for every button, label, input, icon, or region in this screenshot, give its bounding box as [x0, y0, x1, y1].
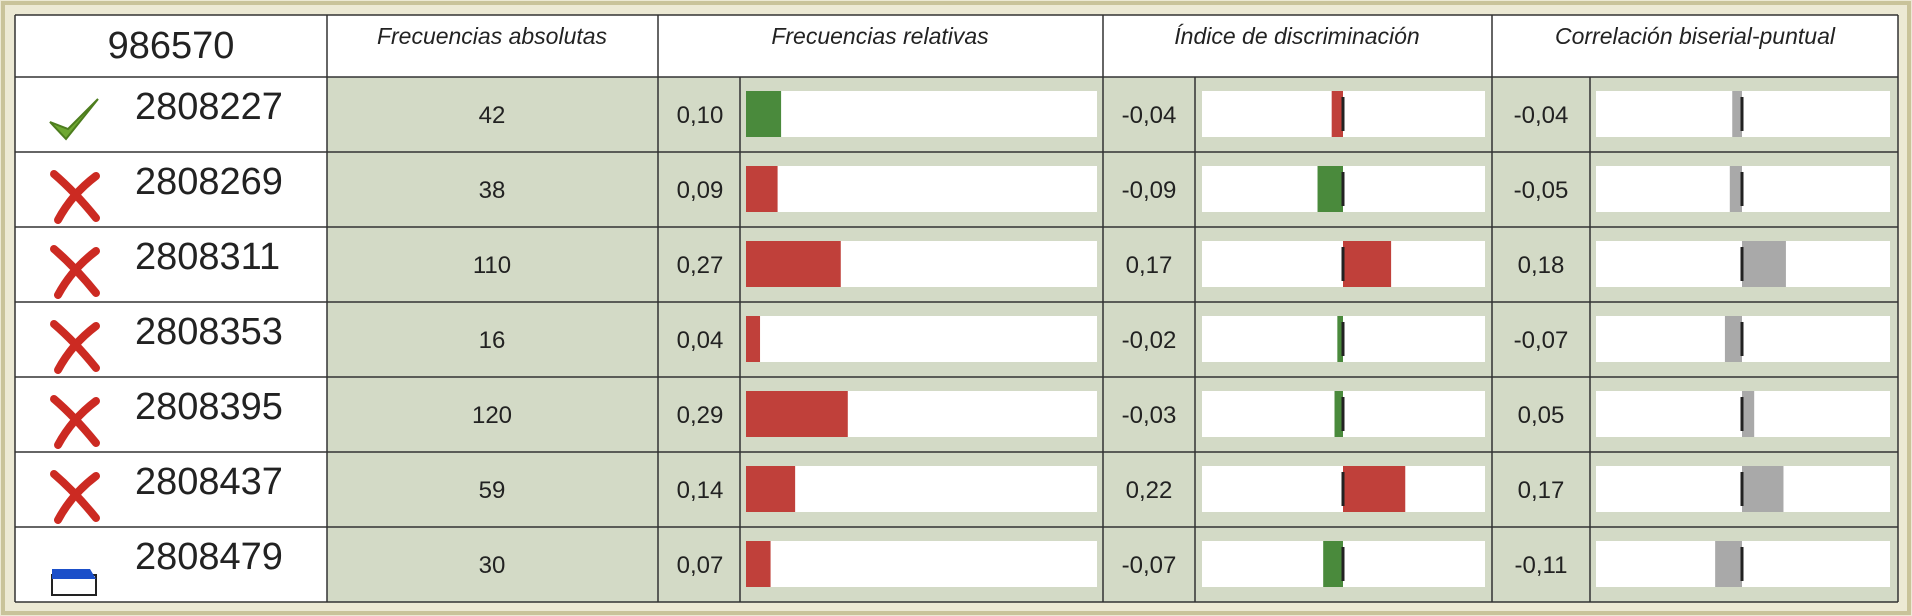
- bar-track: [746, 316, 1097, 362]
- cross-icon: [54, 247, 100, 299]
- bar-track: [746, 91, 1097, 137]
- discrimination-index: -0,04: [1122, 102, 1177, 129]
- header-bg: [15, 15, 1898, 77]
- cross-icon: [54, 472, 100, 524]
- bar: [1343, 466, 1406, 512]
- relative-frequency: 0,09: [677, 177, 724, 204]
- point-biserial-correlation: 0,17: [1518, 477, 1565, 504]
- bar: [1729, 166, 1742, 212]
- bar-track: [746, 166, 1097, 212]
- relative-frequency: 0,07: [677, 552, 724, 579]
- bar: [1343, 241, 1392, 287]
- bar: [1742, 241, 1786, 287]
- bar: [746, 241, 841, 287]
- relative-frequency: 0,04: [677, 327, 724, 354]
- column-header: Frecuencias absolutas: [377, 23, 608, 49]
- discrimination-index: -0,09: [1122, 177, 1177, 204]
- relative-frequency: 0,10: [677, 102, 724, 129]
- bar: [1317, 166, 1343, 212]
- answer-id: 2808437: [135, 461, 283, 503]
- absolute-frequency: 42: [479, 102, 506, 129]
- discrimination-index: 0,22: [1126, 477, 1173, 504]
- bar: [746, 91, 782, 137]
- relative-frequency: 0,27: [677, 252, 724, 279]
- point-biserial-correlation: -0,11: [1515, 552, 1568, 579]
- cross-icon: [54, 322, 100, 374]
- answer-id: 2808269: [135, 161, 283, 203]
- absolute-frequency: 30: [479, 552, 506, 579]
- column-header: Correlación biserial-puntual: [1555, 23, 1836, 49]
- bar: [1742, 391, 1755, 437]
- point-biserial-correlation: -0,05: [1514, 177, 1569, 204]
- bar-track: [746, 466, 1097, 512]
- absolute-frequency: 16: [479, 327, 506, 354]
- bar-track: [746, 541, 1097, 587]
- bar: [746, 466, 796, 512]
- answer-id: 2808353: [135, 311, 283, 353]
- cross-icon: [54, 172, 100, 224]
- bar: [1742, 466, 1784, 512]
- check-icon: [49, 98, 99, 141]
- discrimination-index: -0,02: [1122, 327, 1177, 354]
- bar: [746, 391, 848, 437]
- absolute-frequency: 38: [479, 177, 506, 204]
- absolute-frequency: 110: [473, 252, 511, 279]
- relative-frequency: 0,14: [677, 477, 724, 504]
- relative-frequency: 0,29: [677, 402, 724, 429]
- bar: [1337, 316, 1343, 362]
- bar: [1331, 91, 1343, 137]
- bar: [1732, 91, 1742, 137]
- point-biserial-correlation: -0,04: [1514, 102, 1569, 129]
- bar: [1715, 541, 1742, 587]
- point-biserial-correlation: 0,05: [1518, 402, 1565, 429]
- absolute-frequency: 59: [479, 477, 506, 504]
- absolute-frequency: 120: [472, 402, 512, 429]
- cross-icon: [54, 397, 100, 449]
- bar: [746, 166, 778, 212]
- discrimination-index: -0,07: [1122, 552, 1177, 579]
- bar: [746, 316, 761, 362]
- bar: [1334, 391, 1343, 437]
- discrimination-index: -0,03: [1122, 402, 1177, 429]
- answer-id: 2808227: [135, 86, 283, 128]
- answer-id: 2808479: [135, 536, 283, 578]
- column-header: Índice de discriminación: [1174, 23, 1419, 49]
- blank-icon: [52, 569, 96, 579]
- answer-id: 2808311: [135, 236, 280, 278]
- question-id: 986570: [108, 25, 235, 67]
- bar: [1323, 541, 1343, 587]
- point-biserial-correlation: 0,18: [1518, 252, 1565, 279]
- answer-id: 2808395: [135, 386, 283, 428]
- bar: [1724, 316, 1742, 362]
- point-biserial-correlation: -0,07: [1514, 327, 1569, 354]
- discrimination-index: 0,17: [1126, 252, 1173, 279]
- column-header: Frecuencias relativas: [771, 23, 989, 49]
- bar: [746, 541, 771, 587]
